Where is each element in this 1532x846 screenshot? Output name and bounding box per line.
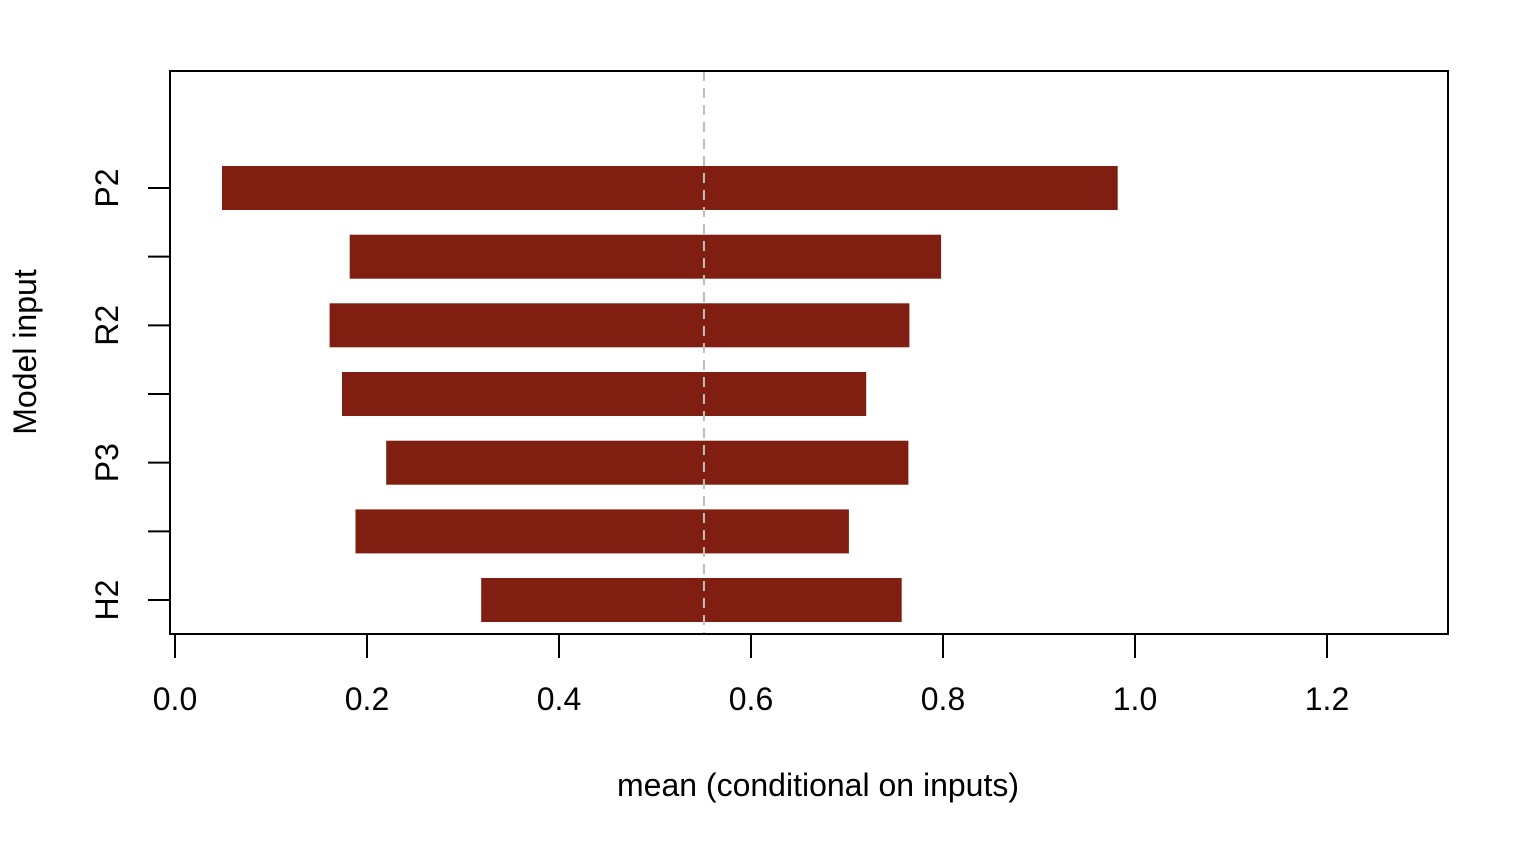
x-tick-label-2: 0.2 — [345, 681, 389, 717]
bars-layer — [222, 166, 1118, 622]
y-tick-label-h2: H2 — [89, 580, 125, 621]
x-axis: 0.0 0.2 0.4 0.6 0.8 1.0 1.2 — [153, 633, 1349, 717]
x-tick-label-7: 1.2 — [1305, 681, 1349, 717]
x-axis-title: mean (conditional on inputs) — [617, 767, 1019, 803]
y-tick-label-p3: P3 — [89, 443, 125, 482]
x-tick-label-1: 0.0 — [153, 681, 197, 717]
bar-2 — [349, 234, 942, 279]
bar-1 — [222, 166, 1118, 210]
y-tick-label-r2: R2 — [89, 305, 125, 346]
bar-7 — [481, 578, 902, 622]
bar-3 — [329, 303, 910, 348]
bar-5 — [386, 440, 909, 485]
y-axis: P2 R2 P3 H2 — [89, 168, 171, 621]
x-tick-label-3: 0.4 — [537, 681, 581, 717]
bar-4 — [342, 372, 867, 416]
y-tick-label-p2: P2 — [89, 168, 125, 207]
x-tick-label-4: 0.6 — [729, 681, 773, 717]
y-axis-title: Model input — [7, 269, 43, 435]
x-tick-label-5: 0.8 — [921, 681, 965, 717]
bar-6 — [355, 509, 849, 554]
x-tick-label-6: 1.0 — [1113, 681, 1157, 717]
